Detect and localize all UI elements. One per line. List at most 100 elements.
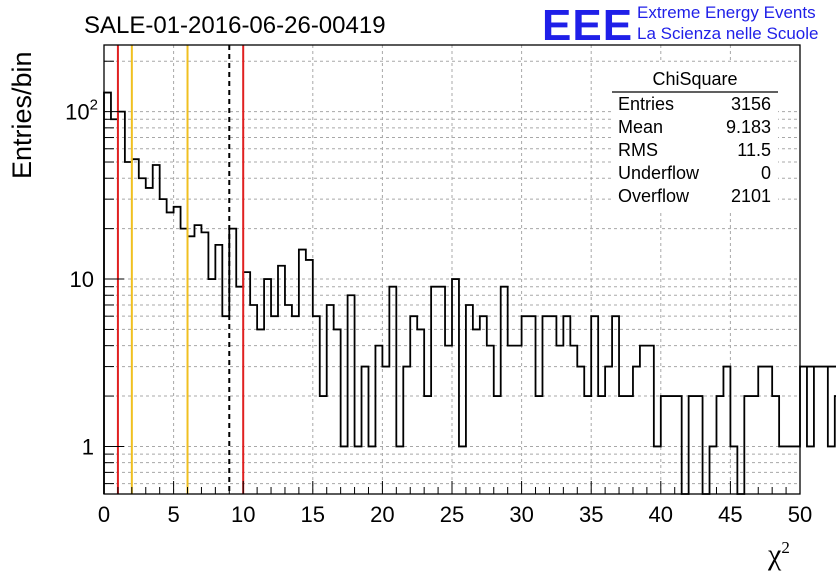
histogram-bin	[167, 212, 174, 494]
histogram-bin	[424, 396, 431, 494]
histogram-bin	[563, 316, 570, 494]
histogram-bin	[313, 316, 320, 494]
histogram-bin	[508, 346, 515, 494]
histogram-bin	[473, 329, 480, 494]
histogram-bin	[125, 162, 132, 494]
histogram-bin	[598, 396, 605, 494]
x-tick-label: 20	[370, 502, 394, 527]
histogram-bin	[278, 266, 285, 494]
histogram-bin	[716, 396, 723, 494]
histogram-bin	[410, 316, 417, 494]
stats-box-background	[612, 62, 778, 210]
histogram-bin	[640, 346, 647, 494]
histogram-bin	[584, 396, 591, 494]
marker-lines	[116, 45, 245, 494]
histogram-bin	[487, 346, 494, 494]
histogram-bin	[807, 446, 814, 494]
histogram-bin	[800, 367, 807, 494]
histogram-bin	[445, 346, 452, 494]
histogram-bin	[494, 396, 501, 494]
histogram-bin	[619, 396, 626, 494]
histogram-bin	[744, 396, 751, 494]
histogram-bin	[605, 367, 612, 494]
stats-title: ChiSquare	[652, 69, 737, 89]
histogram-bin	[132, 159, 139, 494]
histogram-bin	[285, 305, 292, 494]
eee-logo: EEE	[542, 1, 633, 50]
histogram-bin	[730, 446, 737, 494]
histogram-bin	[375, 346, 382, 494]
histogram-bin	[814, 367, 821, 494]
x-axis-label: χ2	[767, 538, 790, 571]
y-tick-labels: 1 10 102	[65, 97, 98, 460]
histogram-bin	[188, 236, 195, 494]
histogram-bin	[556, 346, 563, 494]
histogram-bin	[570, 346, 577, 494]
histogram-bin	[396, 446, 403, 494]
histogram-bin	[104, 93, 111, 494]
histogram-outline	[103, 91, 836, 495]
stats-row-label: Overflow	[618, 186, 690, 206]
logo-line-2: La Scienza nelle Scuole	[637, 24, 818, 43]
histogram-bin	[723, 367, 730, 494]
histogram-bin	[661, 396, 668, 494]
histogram-bin	[327, 305, 334, 494]
histogram-bin	[382, 367, 389, 494]
stats-box: ChiSquare Entries 3156 Mean 9.183 RMS 11.5 Und…	[612, 62, 778, 210]
y-axis-label: Entries/bin	[7, 51, 37, 179]
logo-line-1: Extreme Energy Events	[637, 3, 816, 22]
x-tick-label: 45	[718, 502, 742, 527]
histogram-bin	[647, 346, 654, 494]
histogram-bin	[577, 367, 584, 494]
x-tick-label: 35	[579, 502, 603, 527]
histogram-bin	[222, 316, 229, 494]
histogram-bin	[668, 396, 675, 494]
histogram-bin	[675, 396, 682, 494]
x-tick-label: 40	[649, 502, 673, 527]
y-tick-label: 102	[65, 97, 98, 125]
stats-row-value: 3156	[731, 94, 771, 114]
histogram-bin	[828, 446, 835, 494]
run-title: SALE-01-2016-06-26-00419	[84, 12, 386, 39]
histogram-bin	[271, 316, 278, 494]
histogram-bin	[821, 367, 828, 494]
histogram-bin	[215, 245, 222, 494]
x-tick-label: 0	[98, 502, 110, 527]
histogram-bin	[341, 446, 348, 494]
x-tick-label: 30	[509, 502, 533, 527]
x-tick-label: 50	[788, 502, 812, 527]
histogram-bin	[334, 329, 341, 494]
histogram-bin	[403, 367, 410, 494]
histogram-bin	[786, 446, 793, 494]
histogram-bin	[522, 316, 529, 494]
histogram-bin	[111, 119, 118, 494]
histogram-bin	[779, 446, 786, 494]
histogram-bin	[466, 305, 473, 494]
histogram-bin	[257, 329, 264, 494]
histogram-bin	[452, 279, 459, 494]
histogram-bin	[480, 316, 487, 494]
histogram-bin	[515, 346, 522, 494]
y-tick-label: 10	[70, 267, 94, 292]
histogram-bin	[355, 446, 362, 494]
histogram-bin	[348, 295, 355, 494]
stats-row-value: 2101	[731, 186, 771, 206]
x-axis-label-superscript: 2	[781, 538, 790, 557]
stats-row-label: Underflow	[618, 163, 700, 183]
histogram-bin	[417, 329, 424, 494]
stats-row-label: Entries	[618, 94, 674, 114]
histogram-bin	[626, 396, 633, 494]
stats-rows: Entries 3156 Mean 9.183 RMS 11.5 Underflow 0 Ove…	[618, 94, 771, 206]
histogram-bin	[654, 446, 661, 494]
histogram-bin	[160, 199, 167, 494]
histogram-bin	[591, 316, 598, 494]
plot-frame	[103, 44, 801, 495]
histogram-bin	[772, 396, 779, 494]
histogram-bin	[633, 367, 640, 494]
histogram-bin	[362, 367, 369, 494]
histogram-bin	[320, 396, 327, 494]
histogram-bin	[542, 316, 549, 494]
x-tick-label: 25	[440, 502, 464, 527]
x-axis-label-symbol: χ	[767, 538, 782, 571]
